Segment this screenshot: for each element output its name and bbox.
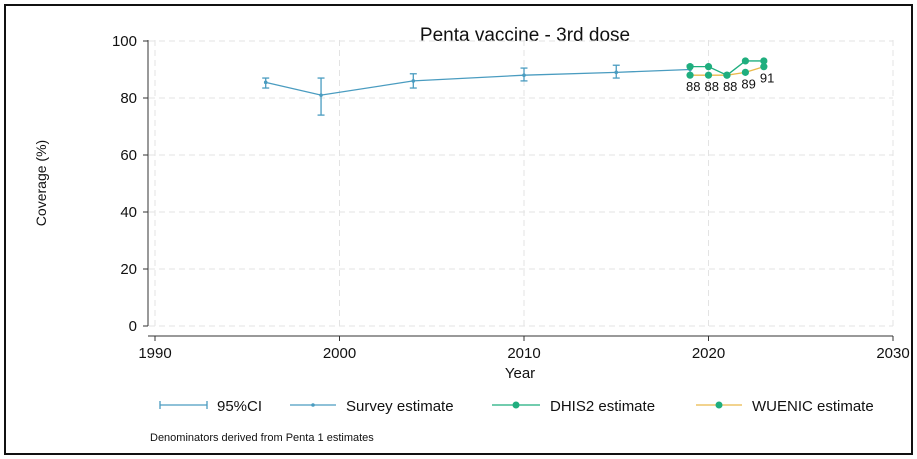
survey-point bbox=[319, 93, 323, 97]
dhis2-point bbox=[704, 63, 713, 71]
dhis2-point bbox=[686, 63, 694, 71]
x-tick-labels: 1990 2000 2010 2020 2030 bbox=[138, 345, 909, 362]
y-tick-label: 20 bbox=[120, 261, 137, 278]
ci-errorbar bbox=[612, 64, 620, 79]
wuenic-point bbox=[741, 68, 750, 76]
y-tick-label: 60 bbox=[120, 147, 137, 164]
footnote: Denominators derived from Penta 1 estima… bbox=[150, 432, 374, 444]
legend-label-wuenic: WUENIC estimate bbox=[752, 398, 874, 415]
x-tick-label: 2010 bbox=[507, 345, 540, 362]
axes bbox=[143, 40, 894, 341]
legend-item-dhis2: DHIS2 estimate bbox=[492, 398, 655, 415]
y-tick-label: 40 bbox=[120, 204, 137, 221]
legend-item-ci: 95%CI bbox=[159, 398, 262, 415]
legend-label-survey: Survey estimate bbox=[346, 398, 454, 415]
dhis2-point bbox=[741, 57, 750, 65]
wuenic-data-label: 88 bbox=[723, 79, 737, 94]
wuenic-point bbox=[704, 71, 713, 79]
x-axis-label: Year bbox=[505, 365, 535, 382]
wuenic-data-label: 88 bbox=[686, 79, 700, 94]
survey-point bbox=[411, 79, 416, 83]
survey-estimate-line bbox=[265, 68, 691, 96]
legend-item-survey: Survey estimate bbox=[290, 398, 454, 415]
ci-errorbar bbox=[409, 73, 417, 89]
wuenic-point bbox=[686, 71, 694, 79]
ci-errorbar bbox=[262, 77, 270, 89]
legend: 95%CI Survey estimate DHIS2 estimate WUE… bbox=[159, 398, 874, 415]
legend-label-ci: 95%CI bbox=[217, 398, 262, 415]
dhis2-point bbox=[760, 57, 768, 65]
wuenic-point bbox=[723, 71, 731, 79]
wuenic-data-label: 89 bbox=[741, 76, 755, 91]
legend-label-dhis2: DHIS2 estimate bbox=[550, 398, 655, 415]
y-axis-label: Coverage (%) bbox=[33, 140, 49, 226]
wuenic-data-label: 88 bbox=[705, 79, 719, 94]
ci-errorbar bbox=[317, 77, 325, 116]
wuenic-data-label: 91 bbox=[760, 71, 774, 86]
wuenic-point bbox=[760, 63, 768, 71]
y-tick-labels: 0 20 40 60 80 100 bbox=[112, 33, 137, 335]
x-tick-label: 2000 bbox=[323, 345, 356, 362]
chart-title: Penta vaccine - 3rd dose bbox=[420, 25, 630, 46]
figure-border bbox=[4, 4, 913, 455]
survey-point bbox=[263, 80, 268, 85]
survey-point bbox=[614, 70, 619, 75]
y-tick-label: 0 bbox=[129, 318, 137, 335]
ci-errorbar bbox=[520, 67, 528, 82]
x-tick-label: 2020 bbox=[692, 345, 725, 362]
x-tick-label: 2030 bbox=[876, 345, 909, 362]
plot-area: 88 88 88 89 91 bbox=[262, 57, 774, 116]
legend-item-wuenic: WUENIC estimate bbox=[696, 398, 874, 415]
y-tick-label: 100 bbox=[112, 33, 137, 50]
survey-point bbox=[522, 73, 526, 77]
y-tick-label: 80 bbox=[120, 90, 137, 107]
gridlines bbox=[149, 40, 894, 327]
x-tick-label: 1990 bbox=[138, 345, 171, 362]
